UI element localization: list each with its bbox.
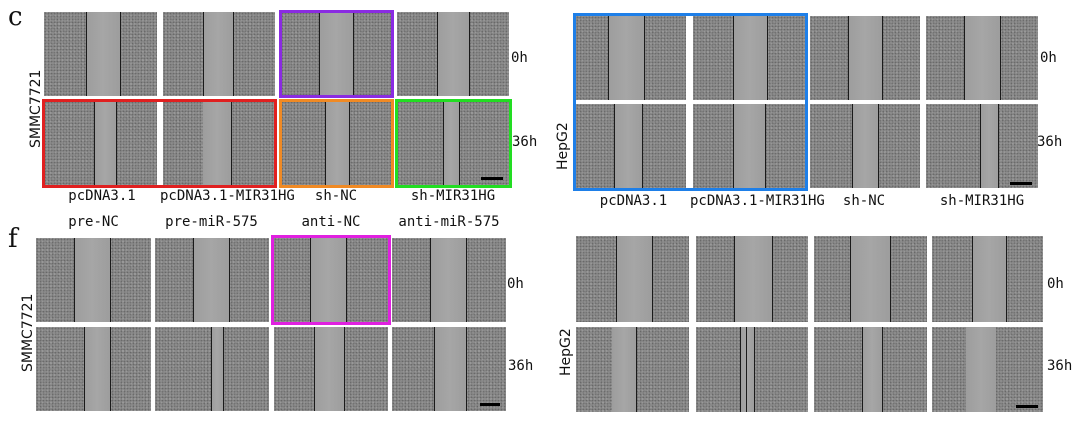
time-label-36h-f-right: 36h	[1047, 358, 1073, 374]
micrograph-c-smmc-36h-4	[397, 101, 509, 185]
col-label-c-left-4: sh-MIR31HG	[410, 188, 496, 204]
time-label-0h-f-right: 0h	[1047, 276, 1064, 292]
micrograph-c-smmc-0h-1	[44, 12, 157, 96]
micrograph-c-smmc-36h-3	[281, 101, 392, 185]
micrograph-c-smmc-0h-4	[397, 12, 509, 96]
micrograph-f-hepg2-0h-1	[576, 236, 689, 322]
micrograph-f-smmc-36h-3	[274, 327, 388, 411]
panel-letter-f: f	[8, 224, 18, 254]
col-label-c-right-1: pcDNA3.1	[599, 193, 668, 209]
micrograph-f-smmc-0h-1	[36, 238, 151, 322]
micrograph-c-hepg2-0h-1	[576, 16, 686, 100]
micrograph-c-smmc-0h-2	[163, 12, 275, 96]
col-label-c-left-1: pcDNA3.1	[68, 188, 136, 204]
micrograph-f-hepg2-0h-2	[696, 236, 808, 322]
micrograph-f-hepg2-36h-3	[814, 327, 927, 412]
time-label-0h-c-right: 0h	[1040, 50, 1057, 66]
micrograph-f-hepg2-36h-1	[576, 327, 689, 412]
cell-label-hepg2-c: HepG2	[555, 122, 571, 170]
panel-letter-c: c	[8, 2, 23, 32]
time-label-0h-c-left: 0h	[511, 50, 528, 66]
micrograph-f-smmc-36h-2	[155, 327, 269, 411]
micrograph-f-hepg2-0h-3	[814, 236, 927, 322]
micrograph-f-smmc-36h-4	[392, 327, 506, 411]
micrograph-c-smmc-36h-2	[163, 101, 275, 185]
micrograph-c-hepg2-0h-3	[810, 16, 920, 100]
cell-label-smmc7721-c: SMMC7721	[28, 69, 44, 148]
micrograph-c-hepg2-36h-1	[576, 104, 686, 188]
col-label-f-left-4: anti-miR-575	[398, 214, 500, 230]
col-label-f-left-1: pre-NC	[68, 214, 119, 230]
col-label-c-left-2: pcDNA3.1-MIR31HG	[160, 188, 295, 204]
col-label-c-right-4: sh-MIR31HG	[939, 193, 1025, 209]
time-label-36h-c-left: 36h	[512, 134, 538, 150]
micrograph-c-hepg2-36h-4	[926, 104, 1038, 188]
micrograph-c-smmc-36h-1	[44, 101, 157, 185]
micrograph-f-smmc-0h-4	[392, 238, 506, 322]
cell-label-hepg2-f: HepG2	[558, 328, 574, 376]
col-label-c-left-3: sh-NC	[314, 188, 358, 204]
micrograph-f-hepg2-36h-4	[932, 327, 1043, 412]
micrograph-f-hepg2-36h-2	[696, 327, 808, 412]
time-label-36h-f-left: 36h	[508, 358, 534, 374]
col-label-f-left-3: anti-NC	[301, 214, 361, 230]
time-label-0h-f-left: 0h	[507, 276, 524, 292]
micrograph-c-hepg2-0h-2	[693, 16, 805, 100]
micrograph-f-smmc-36h-1	[36, 327, 151, 411]
col-label-f-left-2: pre-miR-575	[165, 214, 258, 230]
col-label-c-right-2: pcDNA3.1-MIR31HG	[690, 193, 825, 209]
time-label-36h-c-right: 36h	[1037, 134, 1063, 150]
micrograph-c-smmc-0h-3	[281, 12, 392, 96]
col-label-c-right-3: sh-NC	[842, 193, 886, 209]
cell-label-smmc7721-f: SMMC7721	[20, 293, 36, 372]
micrograph-c-hepg2-36h-3	[810, 104, 920, 188]
micrograph-f-smmc-0h-3	[274, 238, 388, 322]
micrograph-f-smmc-0h-2	[155, 238, 269, 322]
micrograph-f-hepg2-0h-4	[932, 236, 1043, 322]
micrograph-c-hepg2-36h-2	[693, 104, 805, 188]
micrograph-c-hepg2-0h-4	[926, 16, 1038, 100]
